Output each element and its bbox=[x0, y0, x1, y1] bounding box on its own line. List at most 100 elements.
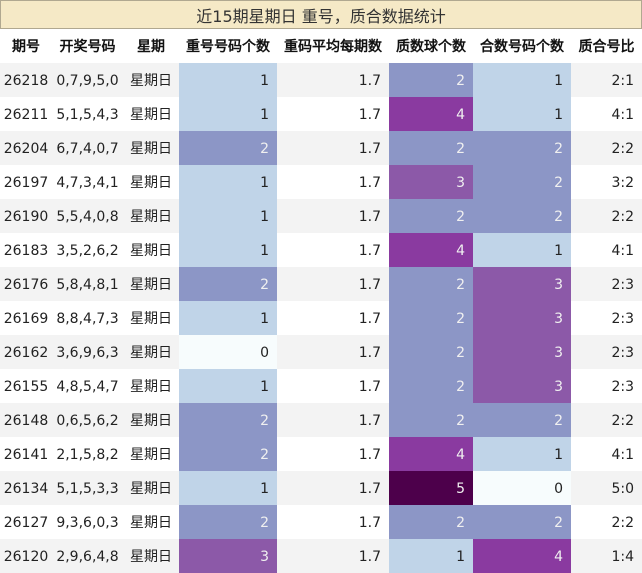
table-cell: 1.7 bbox=[359, 413, 381, 429]
table-cell: 1.7 bbox=[359, 345, 381, 361]
table-cell: 26148 bbox=[4, 413, 49, 429]
table-cell: 1 bbox=[456, 549, 465, 565]
table-cell: 1.7 bbox=[359, 209, 381, 225]
table-cell: 1.7 bbox=[359, 277, 381, 293]
heat-cell bbox=[389, 97, 473, 131]
table-cell: 2 bbox=[456, 277, 465, 293]
table-cell: 0,7,9,5,0 bbox=[56, 73, 118, 89]
table-cell: 26169 bbox=[4, 311, 49, 327]
heat-cell bbox=[179, 539, 277, 573]
table-cell: 2 bbox=[456, 311, 465, 327]
heat-cell bbox=[473, 471, 571, 505]
table-cell: 星期日 bbox=[130, 311, 172, 327]
table-cell: 星期日 bbox=[130, 209, 172, 225]
table-cell: 3 bbox=[554, 311, 563, 327]
table-cell: 1 bbox=[260, 209, 269, 225]
heat-cell bbox=[389, 505, 473, 539]
heat-cell bbox=[389, 165, 473, 199]
table-cell: 2:3 bbox=[611, 277, 634, 293]
column-header: 重号号码个数 bbox=[186, 38, 271, 55]
heat-cell bbox=[389, 369, 473, 403]
table-cell: 星期日 bbox=[130, 413, 172, 429]
heat-cell bbox=[473, 63, 571, 97]
heat-cell bbox=[389, 539, 473, 573]
table-cell: 2 bbox=[260, 277, 269, 293]
table-cell: 26155 bbox=[4, 379, 49, 395]
table-cell: 8,8,4,7,3 bbox=[56, 311, 118, 327]
column-header: 质数球个数 bbox=[396, 38, 467, 55]
table-cell: 5,8,4,8,1 bbox=[56, 277, 118, 293]
table-cell: 2 bbox=[456, 379, 465, 395]
table-cell: 1 bbox=[554, 73, 563, 89]
table-cell: 星期日 bbox=[130, 175, 172, 191]
table-cell: 1.7 bbox=[359, 107, 381, 123]
table-cell: 1.7 bbox=[359, 73, 381, 89]
heat-cell bbox=[179, 301, 277, 335]
table-cell: 5 bbox=[456, 481, 465, 497]
table-cell: 2 bbox=[456, 345, 465, 361]
heat-cell bbox=[179, 233, 277, 267]
table-cell: 26197 bbox=[4, 175, 49, 191]
table-cell: 26176 bbox=[4, 277, 49, 293]
heat-cell bbox=[473, 97, 571, 131]
table-cell: 1 bbox=[260, 73, 269, 89]
table-cell: 26211 bbox=[4, 107, 49, 123]
column-header: 星期 bbox=[137, 39, 165, 55]
table-cell: 1.7 bbox=[359, 515, 381, 531]
table-cell: 2 bbox=[260, 413, 269, 429]
table-cell: 1 bbox=[260, 379, 269, 395]
heat-cell bbox=[473, 369, 571, 403]
heat-cell bbox=[473, 131, 571, 165]
table-cell: 4 bbox=[456, 447, 465, 463]
table-cell: 1.7 bbox=[359, 549, 381, 565]
table-cell: 星期日 bbox=[130, 379, 172, 395]
table-cell: 2 bbox=[554, 515, 563, 531]
table-cell: 4:1 bbox=[611, 107, 634, 123]
table-cell: 星期日 bbox=[130, 481, 172, 497]
table-cell: 星期日 bbox=[130, 515, 172, 531]
table-cell: 星期日 bbox=[130, 107, 172, 123]
heat-cell bbox=[179, 199, 277, 233]
table-cell: 3,6,9,6,3 bbox=[56, 345, 118, 361]
table-cell: 4 bbox=[456, 243, 465, 259]
table-cell: 2:3 bbox=[611, 311, 634, 327]
heat-cell bbox=[179, 335, 277, 369]
column-header: 开奖号码 bbox=[60, 38, 116, 55]
table-cell: 5:0 bbox=[611, 481, 634, 497]
table-cell: 1.7 bbox=[359, 243, 381, 259]
table-cell: 2 bbox=[456, 209, 465, 225]
table-cell: 1 bbox=[260, 481, 269, 497]
heat-cell bbox=[389, 63, 473, 97]
heat-cell bbox=[473, 437, 571, 471]
heat-cell bbox=[179, 63, 277, 97]
heat-cell bbox=[473, 267, 571, 301]
stats-table: 期号 开奖号码 星期 重号号码个数 重码平均每期数 质数球个数 合数号码个数 质合号比 2621… bbox=[0, 38, 642, 573]
table-cell: 3 bbox=[554, 379, 563, 395]
heat-cell bbox=[473, 539, 571, 573]
table-cell: 4 bbox=[554, 549, 563, 565]
table-cell: 2 bbox=[456, 413, 465, 429]
table-cell: 26162 bbox=[4, 345, 49, 361]
table-cell: 2 bbox=[554, 209, 563, 225]
table-cell: 4:1 bbox=[611, 447, 634, 463]
table-cell: 1.7 bbox=[359, 379, 381, 395]
heat-cell bbox=[389, 437, 473, 471]
heat-cell bbox=[179, 403, 277, 437]
table-cell: 2 bbox=[554, 141, 563, 157]
table-cell: 1 bbox=[554, 447, 563, 463]
table-cell: 26190 bbox=[4, 209, 49, 225]
table-cell: 2:1 bbox=[611, 73, 634, 89]
table-cell: 1.7 bbox=[359, 311, 381, 327]
table-cell: 2:3 bbox=[611, 379, 634, 395]
table-cell: 26120 bbox=[4, 549, 49, 565]
table-cell: 0 bbox=[260, 345, 269, 361]
heat-cell bbox=[179, 267, 277, 301]
table-cell: 1 bbox=[260, 175, 269, 191]
table-cell: 1.7 bbox=[359, 447, 381, 463]
table-cell: 1 bbox=[260, 107, 269, 123]
table-cell: 5,5,4,0,8 bbox=[56, 209, 118, 225]
table-cell: 2 bbox=[456, 515, 465, 531]
table-cell: 3 bbox=[554, 277, 563, 293]
heat-cell bbox=[473, 199, 571, 233]
table-cell: 星期日 bbox=[130, 73, 172, 89]
